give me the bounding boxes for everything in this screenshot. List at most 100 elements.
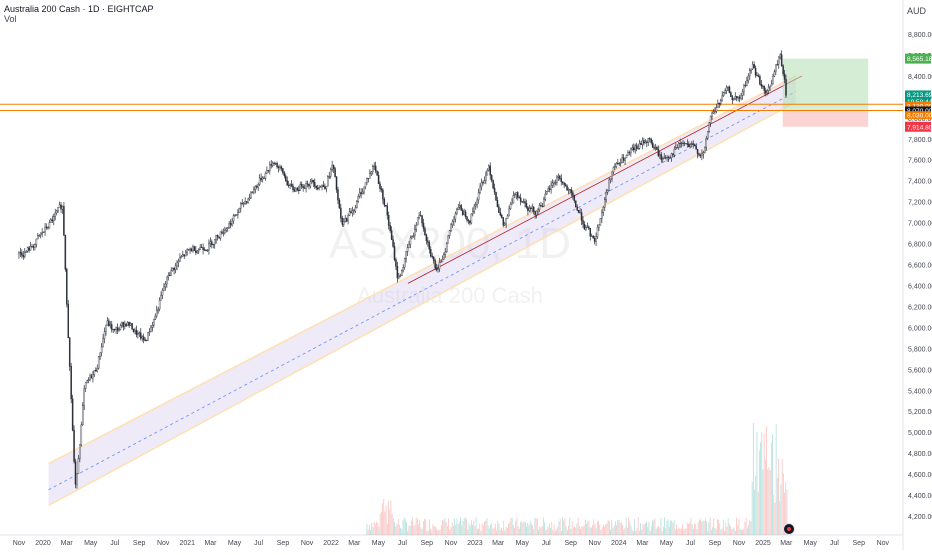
candle-body bbox=[113, 329, 116, 331]
volume-bar bbox=[749, 520, 751, 535]
y-tick-label: 5,000.00 bbox=[908, 430, 932, 437]
candle-body bbox=[459, 205, 461, 208]
candle-body bbox=[701, 153, 703, 157]
volume-bar bbox=[760, 442, 761, 535]
candle-body bbox=[382, 189, 384, 200]
candle-body bbox=[50, 219, 52, 223]
candle-body bbox=[482, 182, 484, 184]
volume-bar bbox=[558, 521, 560, 535]
volume-bar bbox=[559, 518, 561, 535]
candle-body bbox=[570, 189, 573, 193]
volume-bar bbox=[739, 528, 741, 535]
candle-body bbox=[666, 156, 668, 159]
candle-body bbox=[486, 170, 489, 176]
candle-body bbox=[421, 215, 423, 224]
candle-body bbox=[142, 336, 145, 340]
x-tick-label: May bbox=[372, 540, 386, 547]
volume-bar bbox=[443, 520, 445, 535]
volume-bar bbox=[694, 523, 695, 535]
volume-bar bbox=[734, 530, 736, 535]
candle-body bbox=[605, 191, 607, 200]
candle-body bbox=[564, 184, 567, 187]
candle-body bbox=[472, 211, 474, 215]
volume-legend-label: Vol bbox=[4, 14, 17, 24]
candle-body bbox=[126, 322, 129, 327]
volume-bar bbox=[718, 519, 719, 535]
candle-body bbox=[292, 185, 294, 190]
candle-body bbox=[341, 217, 344, 225]
volume-bar bbox=[383, 499, 385, 535]
candle-body bbox=[405, 251, 407, 259]
candle-body bbox=[660, 154, 663, 160]
candle-body bbox=[667, 156, 670, 158]
volume-bar bbox=[588, 520, 590, 535]
volume-bar bbox=[416, 518, 418, 535]
candle-body bbox=[676, 147, 679, 149]
volume-bar bbox=[456, 518, 458, 535]
volume-bar bbox=[611, 519, 613, 535]
candle-body bbox=[296, 188, 299, 191]
candle-body bbox=[270, 164, 273, 166]
candle-body bbox=[651, 142, 654, 148]
candle-body bbox=[71, 398, 74, 431]
volume-bar bbox=[367, 529, 369, 535]
volume-bar bbox=[391, 514, 393, 535]
candle-body bbox=[153, 318, 155, 326]
volume-bar bbox=[450, 526, 452, 535]
volume-bar bbox=[492, 528, 494, 535]
volume-bar bbox=[402, 520, 404, 535]
candle-body bbox=[184, 251, 187, 257]
volume-bar bbox=[590, 527, 592, 535]
volume-bar bbox=[617, 519, 619, 535]
candle-body bbox=[444, 251, 447, 255]
candle-body bbox=[212, 243, 215, 245]
candle-body bbox=[374, 165, 377, 172]
candle-body bbox=[224, 229, 226, 234]
candle-body bbox=[778, 56, 780, 65]
volume-bar bbox=[620, 522, 622, 535]
candle-body bbox=[90, 375, 93, 379]
volume-bar bbox=[674, 529, 676, 535]
volume-bar bbox=[398, 524, 400, 535]
candle-body bbox=[41, 232, 43, 234]
volume-bar bbox=[715, 529, 717, 535]
volume-bar bbox=[481, 523, 483, 535]
volume-bar bbox=[575, 527, 577, 535]
candle-body bbox=[53, 216, 55, 222]
candle-body bbox=[240, 203, 242, 209]
volume-bar bbox=[425, 519, 427, 535]
candle-body bbox=[245, 201, 248, 203]
candle-body bbox=[596, 226, 599, 237]
candle-body bbox=[720, 100, 722, 104]
symbol-title[interactable]: Australia 200 Cash · 1D · EIGHTCAP bbox=[4, 4, 154, 14]
volume-bar bbox=[526, 526, 527, 535]
candle-body bbox=[756, 74, 758, 77]
tradingview-logo-icon[interactable] bbox=[783, 523, 795, 535]
currency-label[interactable]: AUD bbox=[906, 6, 926, 16]
candle-body bbox=[693, 144, 696, 147]
volume-bar bbox=[742, 530, 743, 535]
candle-body bbox=[769, 85, 771, 88]
candle-body bbox=[456, 209, 458, 214]
volume-bar bbox=[467, 529, 469, 535]
volume-bar bbox=[565, 526, 567, 535]
candle-body bbox=[386, 205, 389, 216]
candle-body bbox=[261, 177, 264, 180]
candle-body bbox=[556, 176, 558, 183]
candle-body bbox=[440, 261, 442, 263]
volume-bar bbox=[548, 523, 550, 535]
volume-bar bbox=[407, 530, 409, 535]
candle-body bbox=[612, 167, 615, 173]
volume-bar bbox=[534, 518, 536, 535]
candle-body bbox=[199, 247, 201, 250]
candle-body bbox=[419, 215, 422, 217]
volume-bar bbox=[500, 527, 502, 535]
candle-body bbox=[193, 246, 196, 251]
x-tick-label: Mar bbox=[780, 540, 793, 547]
candle-body bbox=[372, 166, 374, 173]
volume-bar bbox=[496, 530, 497, 535]
volume-bar bbox=[468, 523, 470, 535]
volume-bar bbox=[740, 529, 742, 535]
